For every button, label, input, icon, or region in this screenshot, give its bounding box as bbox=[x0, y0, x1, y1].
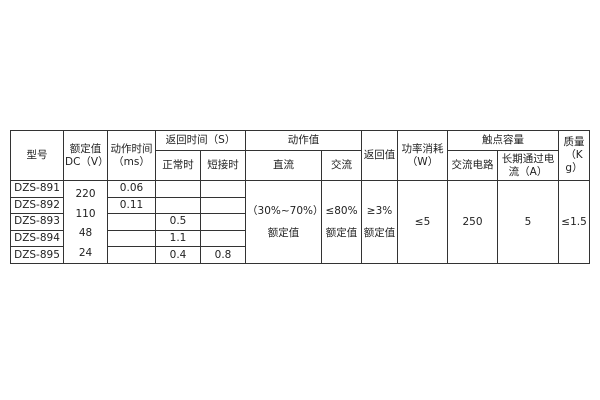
return-value: ≥3% bbox=[366, 205, 393, 217]
header-power: 功率消耗（W） bbox=[397, 130, 449, 181]
header-short: 短接时 bbox=[199, 150, 247, 181]
mass-cell: ≤1.5 bbox=[558, 180, 591, 264]
normal-cell: 0.5 bbox=[155, 213, 201, 231]
power-cell: ≤5 bbox=[397, 180, 449, 264]
ac-circuit-cell: 250 bbox=[447, 180, 499, 264]
table-row: DZS-894 1.1 bbox=[10, 229, 590, 248]
action-time-cell bbox=[107, 246, 156, 264]
rated-value: 220 bbox=[75, 188, 96, 200]
long-current-cell: 5 bbox=[497, 180, 560, 264]
action-time-cell: 0.11 bbox=[107, 196, 156, 215]
rated-dc-cell: 220 110 48 24 bbox=[63, 180, 108, 264]
short-cell: 0.8 bbox=[199, 246, 247, 264]
model-cell: DZS-894 bbox=[10, 229, 64, 248]
table-row: DZS-891 220 110 48 24 0.06 （30%~70%） 额定值… bbox=[10, 180, 591, 264]
header-action-time: 动作时间（ms） bbox=[107, 130, 156, 181]
model-cell: DZS-891 bbox=[10, 180, 64, 198]
normal-cell bbox=[155, 196, 201, 215]
header-mass: 质量（Kg） bbox=[558, 130, 591, 181]
spec-table: 型号 额定值 DC（V） 动作时间（ms） 返回时间（S） 动作值 返回值 功率… bbox=[10, 130, 591, 264]
short-cell bbox=[199, 213, 247, 231]
normal-cell: 0.4 bbox=[155, 246, 201, 264]
header-rated-dc: 额定值 DC（V） bbox=[63, 130, 108, 181]
ac-value: ≤80% bbox=[325, 205, 358, 217]
dc-action-value-cell: （30%~70%） 额定值 bbox=[245, 180, 323, 264]
dc-unit: 额定值 bbox=[267, 227, 300, 239]
header-ac: 交流 bbox=[321, 150, 363, 181]
header-normal: 正常时 bbox=[155, 150, 201, 181]
header-long-current: 长期通过电流（A） bbox=[497, 150, 560, 181]
header-contact-capacity: 触点容量 bbox=[447, 130, 560, 151]
table-row: DZS-893 0.5 bbox=[10, 213, 590, 231]
model-cell: DZS-892 bbox=[10, 196, 64, 215]
ac-unit: 额定值 bbox=[325, 227, 358, 239]
normal-cell: 1.1 bbox=[155, 229, 201, 248]
table-row: DZS-895 0.4 0.8 bbox=[10, 246, 590, 264]
rated-value: 24 bbox=[78, 246, 93, 259]
header-dc: 直流 bbox=[245, 150, 323, 181]
header-return-value: 返回值 bbox=[361, 130, 399, 181]
action-time-cell: 0.06 bbox=[107, 180, 156, 198]
action-time-cell bbox=[107, 213, 156, 231]
model-cell: DZS-893 bbox=[10, 213, 64, 231]
header-return-time: 返回时间（S） bbox=[154, 130, 247, 151]
action-time-cell bbox=[107, 229, 156, 248]
header-model: 型号 bbox=[10, 130, 64, 181]
header-action-value: 动作值 bbox=[245, 130, 363, 151]
return-value-cell: ≥3% 额定值 bbox=[361, 180, 399, 264]
dc-value: （30%~70%） bbox=[247, 205, 322, 217]
header-ac-circuit: 交流电路 bbox=[447, 150, 499, 181]
rated-value: 48 bbox=[78, 227, 93, 239]
return-unit: 额定值 bbox=[363, 227, 396, 239]
short-cell bbox=[199, 196, 247, 215]
short-cell bbox=[199, 180, 247, 198]
short-cell bbox=[199, 229, 247, 248]
rated-value: 110 bbox=[75, 207, 96, 220]
normal-cell bbox=[155, 180, 201, 198]
ac-action-value-cell: ≤80% 额定值 bbox=[321, 180, 363, 264]
model-cell: DZS-895 bbox=[10, 246, 64, 264]
